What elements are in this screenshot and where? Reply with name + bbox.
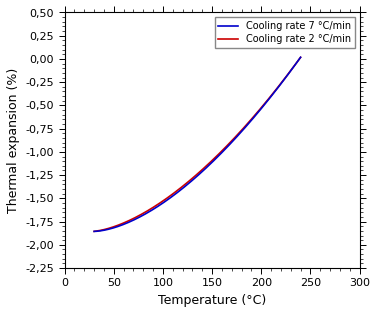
Cooling rate 2 °C/min [92,230,97,233]
Cooling rate 2 °C/min [159,200,164,204]
Cooling rate 2 °C/min [242,126,247,129]
Cooling rate 2 °C/min [241,127,245,130]
Cooling rate 2 °C/min [222,147,226,151]
Cooling rate 7 °C/min [222,149,226,152]
Cooling rate 7 °C/min [159,202,164,206]
Cooling rate 7 °C/min [92,230,97,233]
Cooling rate 7 °C/min [117,224,121,228]
Line: Cooling rate 7 °C/min: Cooling rate 7 °C/min [94,57,300,231]
Legend: Cooling rate 7 °C/min, Cooling rate 2 °C/min: Cooling rate 7 °C/min, Cooling rate 2 °C… [215,17,355,48]
Cooling rate 2 °C/min [298,55,303,59]
Cooling rate 7 °C/min [298,55,303,59]
Line: Cooling rate 2 °C/min: Cooling rate 2 °C/min [94,57,300,231]
Cooling rate 7 °C/min [242,127,247,130]
Cooling rate 7 °C/min [174,192,178,196]
Cooling rate 2 °C/min [174,190,178,193]
Y-axis label: Thermal expansion (%): Thermal expansion (%) [7,68,20,213]
Cooling rate 2 °C/min [117,223,121,227]
X-axis label: Temperature (°C): Temperature (°C) [158,294,266,307]
Cooling rate 7 °C/min [241,128,245,132]
